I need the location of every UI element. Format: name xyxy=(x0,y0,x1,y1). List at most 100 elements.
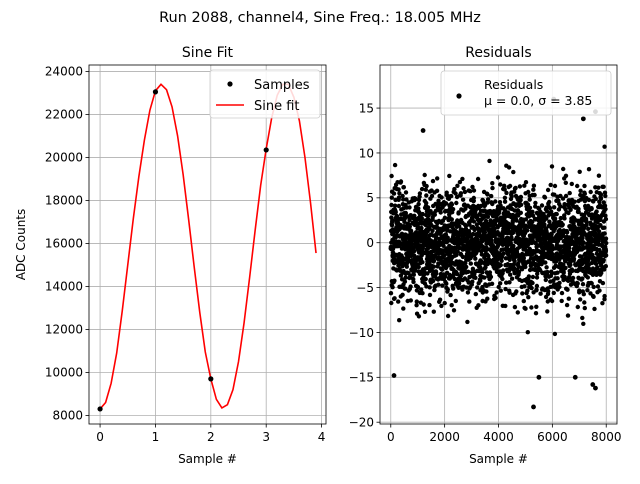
residual-point xyxy=(498,182,503,187)
residual-point xyxy=(498,288,503,293)
sample-point xyxy=(97,406,103,412)
residual-point xyxy=(503,286,508,292)
sine-fit-xtick-label: 3 xyxy=(262,430,270,444)
residual-point xyxy=(602,231,607,236)
residual-point xyxy=(440,283,445,288)
residual-point xyxy=(465,290,471,295)
residual-point xyxy=(419,186,425,192)
residual-point xyxy=(434,271,439,276)
residual-point xyxy=(552,331,558,337)
residual-point xyxy=(570,275,576,281)
residual-point xyxy=(507,183,513,189)
residual-point xyxy=(527,197,532,202)
residual-point xyxy=(558,215,563,221)
residual-point xyxy=(416,201,421,207)
residual-point xyxy=(483,265,488,270)
residual-point xyxy=(389,195,394,200)
residual-point xyxy=(489,281,495,286)
residual-point xyxy=(437,297,443,302)
residual-point xyxy=(603,253,609,258)
residual-point xyxy=(427,292,433,298)
residual-point xyxy=(593,261,599,266)
residual-point xyxy=(522,284,527,289)
residual-point xyxy=(559,290,565,296)
residual-point xyxy=(468,189,473,194)
residual-point xyxy=(515,310,520,315)
residual-point xyxy=(557,284,562,290)
residual-point xyxy=(584,219,589,224)
residual-point xyxy=(470,184,475,190)
residual-point xyxy=(414,299,419,304)
residual-point xyxy=(429,193,435,199)
sine-fit-ytick-label: 10000 xyxy=(45,366,83,380)
residual-point xyxy=(566,275,572,280)
residual-point xyxy=(529,285,534,291)
legend-samples-label: Samples xyxy=(254,78,310,93)
residual-point xyxy=(548,182,553,188)
residual-point xyxy=(590,252,595,258)
residual-point xyxy=(595,284,601,289)
residual-point xyxy=(551,290,556,296)
residual-point xyxy=(502,183,507,188)
residual-point xyxy=(470,231,476,237)
residual-point xyxy=(417,191,423,196)
residual-point xyxy=(471,188,477,193)
residual-point xyxy=(497,200,503,205)
residual-point xyxy=(525,228,530,233)
residual-point xyxy=(498,281,503,286)
residuals-title: Residuals xyxy=(465,45,531,61)
samples-series xyxy=(97,89,269,412)
residual-point xyxy=(575,304,580,310)
sine-fit-xtick-label: 4 xyxy=(318,430,326,444)
residual-point xyxy=(449,202,455,207)
residual-point xyxy=(543,277,548,283)
residual-point xyxy=(589,281,594,286)
residual-point xyxy=(397,191,402,196)
residual-point xyxy=(523,306,528,311)
residual-point xyxy=(603,206,608,212)
residual-point xyxy=(581,321,586,326)
residual-point xyxy=(462,202,467,207)
residual-point xyxy=(516,269,522,274)
residual-point xyxy=(521,298,526,304)
residual-point xyxy=(408,284,413,289)
sine-fit-xtick-label: 2 xyxy=(207,430,215,444)
residual-point xyxy=(423,276,428,282)
residual-point xyxy=(408,298,413,303)
residual-point xyxy=(409,241,414,247)
sine-fit-ylabel: ADC Counts xyxy=(14,209,28,281)
residual-point xyxy=(518,202,524,207)
sine-fit-axes-background xyxy=(89,65,326,424)
residual-point xyxy=(461,186,466,191)
residual-point xyxy=(422,172,427,178)
residual-point xyxy=(525,288,530,293)
residual-point xyxy=(534,287,539,292)
sine-fit-ytick-label: 16000 xyxy=(45,237,83,251)
residual-point xyxy=(580,282,586,287)
residual-point xyxy=(463,223,469,229)
residual-point xyxy=(554,211,559,217)
residual-point xyxy=(514,289,519,294)
residual-point xyxy=(545,309,550,314)
residual-point xyxy=(523,180,529,185)
residual-point xyxy=(561,166,566,172)
residual-point xyxy=(506,165,512,170)
sine-fit-xlabel: Sample # xyxy=(178,452,237,466)
residual-point xyxy=(598,196,604,201)
residual-point xyxy=(589,206,594,212)
residual-point xyxy=(445,313,451,319)
residual-point xyxy=(542,195,548,200)
residual-point xyxy=(393,197,398,203)
residual-point xyxy=(436,282,441,287)
residual-point xyxy=(602,190,608,195)
sine-fit-ytick-label: 20000 xyxy=(45,151,83,165)
residual-point xyxy=(500,276,505,282)
residual-point xyxy=(509,276,515,281)
residual-point xyxy=(507,290,512,295)
residual-point xyxy=(488,274,494,280)
residual-point xyxy=(557,280,562,286)
residual-point xyxy=(455,271,460,277)
residual-point xyxy=(580,235,585,241)
residual-point xyxy=(569,181,574,187)
residual-point xyxy=(549,298,555,304)
